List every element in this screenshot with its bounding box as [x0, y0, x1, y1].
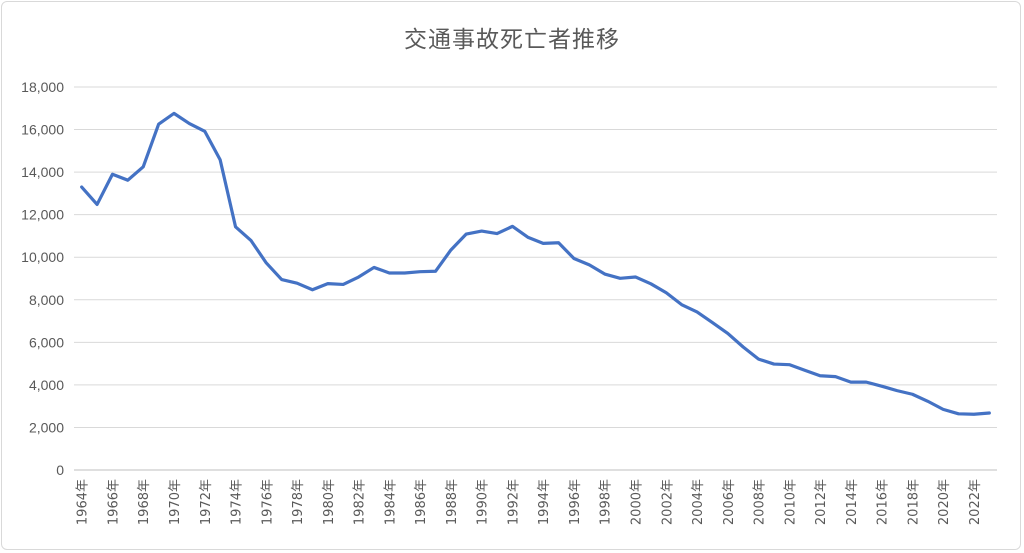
x-tick-label: 1988年	[445, 479, 460, 525]
x-tick-label: 1998年	[599, 479, 614, 525]
x-tick-label: 2018年	[906, 479, 921, 525]
x-tick-label: 2000年	[629, 479, 644, 525]
x-tick-label: 2020年	[937, 479, 952, 525]
x-tick-label: 1982年	[353, 479, 368, 525]
x-tick-label: 2016年	[876, 479, 891, 525]
y-tick-label: 10,000	[21, 249, 64, 265]
y-tick-label: 12,000	[21, 207, 64, 223]
y-tick-label: 18,000	[21, 79, 64, 95]
x-tick-label: 1984年	[383, 479, 398, 525]
x-tick-label: 1996年	[568, 479, 583, 525]
y-tick-label: 6,000	[29, 334, 64, 350]
x-axis-labels: 1964年 1966年 1968年 1970年 1972年 1974年 1976年 1978年…	[76, 479, 983, 525]
y-tick-label: 14,000	[21, 164, 64, 180]
x-tick-label: 2012年	[814, 479, 829, 525]
y-axis-labels: 0 2,000 4,000 6,000 8,000 10,000 12,000 14,000 1…	[21, 79, 64, 478]
x-tick-label: 2002年	[660, 479, 675, 525]
x-tick-label: 2022年	[968, 479, 983, 525]
x-tick-label: 2006年	[722, 479, 737, 525]
x-tick-label: 2010年	[783, 479, 798, 525]
y-tick-label: 2,000	[29, 419, 64, 435]
x-tick-label: 1994年	[537, 479, 552, 525]
x-tick-label: 1990年	[476, 479, 491, 525]
x-tick-label: 1978年	[291, 479, 306, 525]
x-tick-label: 1968年	[137, 479, 152, 525]
x-tick-label: 2008年	[753, 479, 768, 525]
x-tick-label: 1966年	[106, 479, 121, 525]
x-tick-label: 1986年	[414, 479, 429, 525]
x-tick-label: 1976年	[260, 479, 275, 525]
y-tick-label: 4,000	[29, 377, 64, 393]
series-line	[80, 111, 991, 416]
x-tick-label: 1974年	[230, 479, 245, 525]
gridlines	[74, 86, 997, 471]
chart-title: 交通事故死亡者推移	[404, 27, 620, 53]
x-tick-label: 1980年	[322, 479, 337, 525]
y-tick-label: 16,000	[21, 122, 64, 138]
x-tick-label: 1992年	[506, 479, 521, 525]
x-tick-label: 1970年	[168, 479, 183, 525]
x-tick-label: 1964年	[76, 479, 91, 525]
x-tick-label: 1972年	[199, 479, 214, 525]
x-tick-label: 2004年	[691, 479, 706, 525]
x-tick-label: 2014年	[845, 479, 860, 525]
y-tick-label: 0	[56, 462, 64, 478]
y-tick-label: 8,000	[29, 292, 64, 308]
